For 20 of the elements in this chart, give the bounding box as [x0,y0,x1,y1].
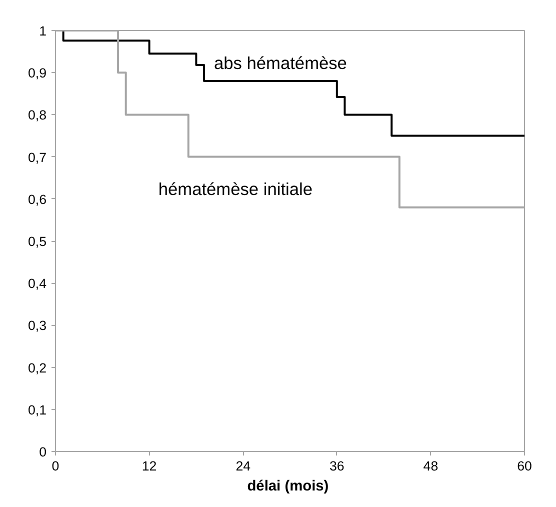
x-tick-label: 12 [142,458,157,474]
y-tick-label: 0,6 [28,192,47,207]
series-label: abs hématémèse [214,53,347,74]
x-axis-title: délai (mois) [247,478,329,494]
x-tick-label: 48 [423,458,438,474]
x-tick-label: 36 [329,458,344,474]
x-tick-label: 24 [236,458,252,474]
y-tick-label: 0,1 [28,402,47,418]
series-label: hématémèse initiale [158,178,312,199]
y-tick-label: 0,2 [28,360,47,376]
y-tick-label: 0,9 [28,66,47,81]
y-tick-label: 0,8 [28,108,47,123]
y-tick-label: 0,3 [28,318,47,334]
y-tick-label: 0 [39,444,47,460]
y-tick-label: 1 [39,24,47,38]
y-tick-label: 0,5 [28,234,47,249]
x-tick-label: 60 [517,458,532,474]
y-tick-label: 0,7 [28,150,47,165]
y-tick-label: 0,4 [28,276,48,292]
x-tick-label: 0 [52,458,60,474]
